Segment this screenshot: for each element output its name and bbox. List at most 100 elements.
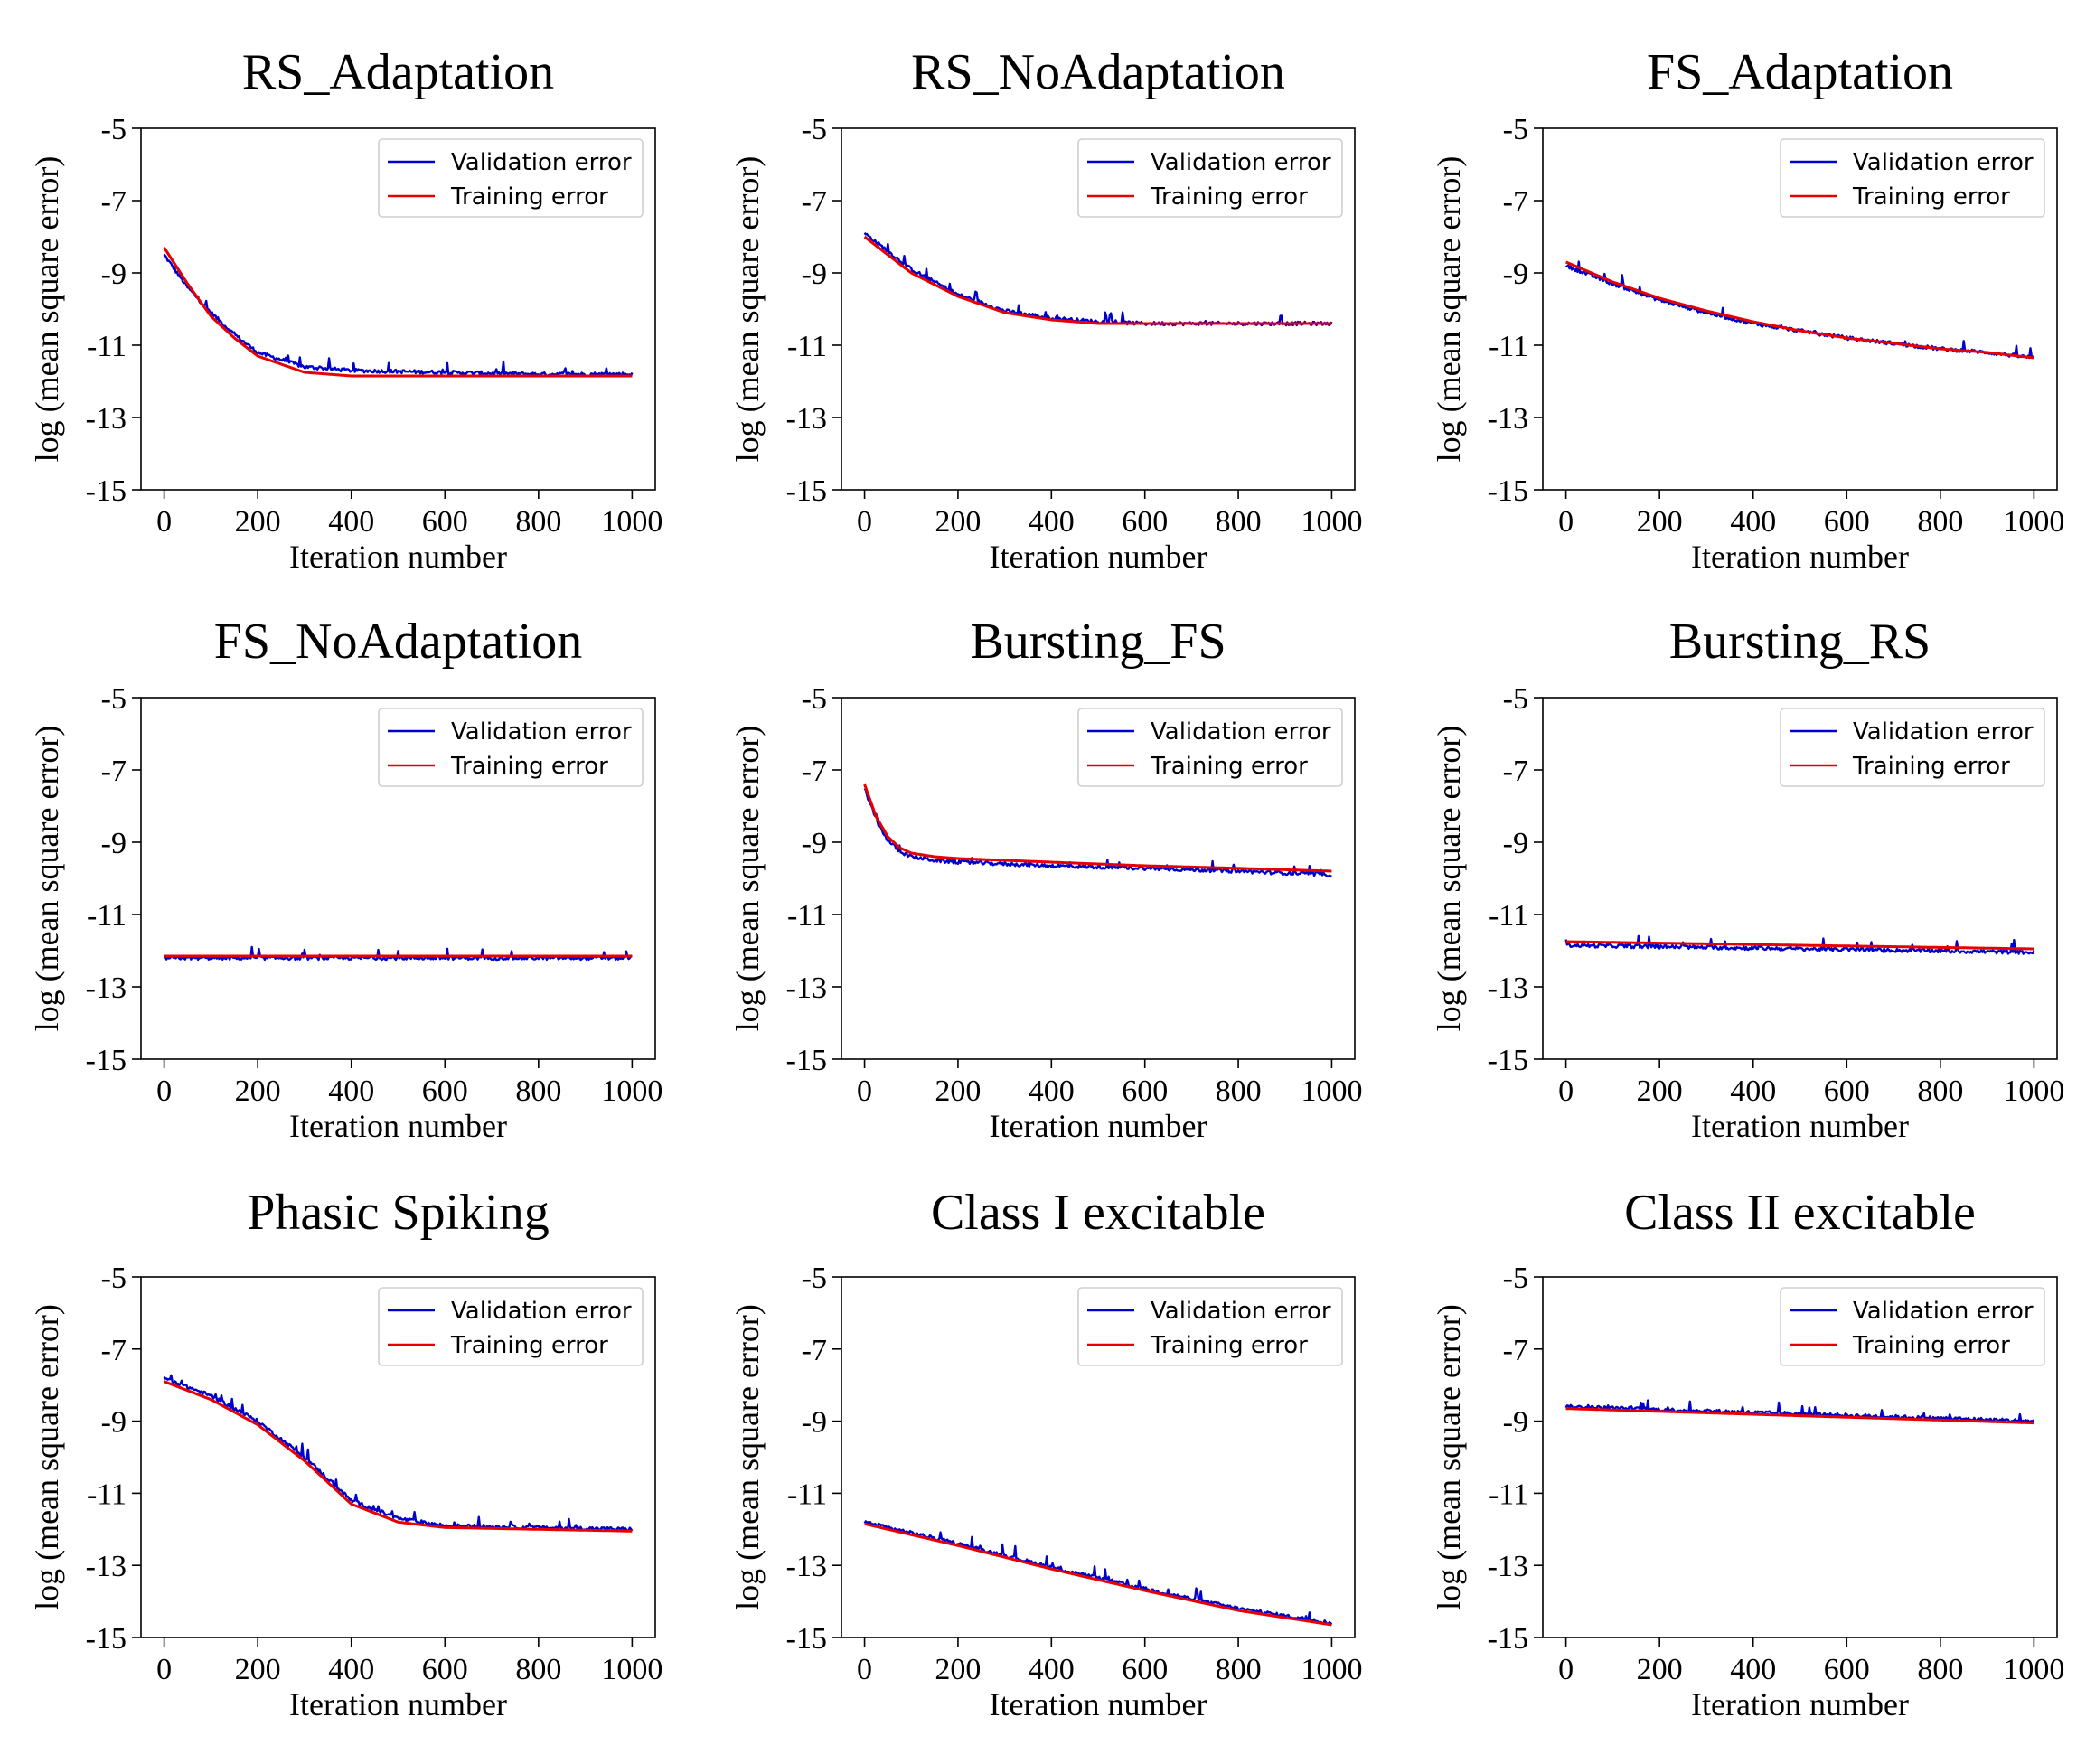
x-tick-label: 0	[857, 1653, 872, 1686]
x-tick-label: 800	[1216, 505, 1262, 539]
x-tick-label: 1000	[601, 505, 662, 539]
legend-box	[1780, 138, 2045, 218]
subplot-6: Phasic Spiking -5 -7 -9 -11 -13 -15 0 200 400 600 8…	[29, 1185, 662, 1722]
y-tick-label: -9	[101, 258, 127, 291]
x-tick-label: 800	[515, 505, 561, 539]
x-tick-label: 600	[1122, 1653, 1168, 1686]
training-error-line	[1565, 260, 2034, 360]
validation-error-line	[1564, 1399, 2035, 1423]
x-tick-label: 600	[1824, 1074, 1870, 1108]
validation-error-line	[164, 945, 633, 962]
x-tick-label: 600	[1824, 505, 1870, 539]
legend-label: Validation error	[451, 1298, 632, 1325]
y-tick-label: -7	[101, 755, 127, 788]
validation-error-line	[863, 232, 1333, 327]
chart-title: Phasic Spiking	[247, 1185, 549, 1241]
plot-frame	[1542, 1276, 2058, 1638]
legend-label: Training error	[1852, 753, 2010, 780]
y-tick-label: -7	[802, 185, 827, 219]
legend-box	[1077, 1287, 1343, 1366]
y-tick-label: -5	[101, 113, 127, 146]
y-tick-label: -15	[86, 474, 127, 508]
subplot-4: Bursting_FS -5 -7 -9 -11 -13 -15 0 200 400 600 800 1…	[729, 614, 1362, 1144]
x-tick-label: 600	[422, 1074, 468, 1108]
y-tick-label: -5	[101, 1262, 127, 1295]
legend-label: Training error	[1852, 183, 2010, 211]
legend-label: Training error	[450, 753, 608, 780]
x-tick-label: 800	[1216, 1653, 1262, 1686]
legend: Validation error Training error	[378, 708, 644, 787]
training-error-line	[864, 1522, 1332, 1627]
x-tick-label: 0	[1558, 1074, 1574, 1108]
x-tick-label: 200	[235, 505, 281, 539]
y-tick-label: -15	[1488, 474, 1528, 508]
x-axis-label: Iteration number	[990, 539, 1207, 575]
y-tick-label: -7	[1503, 185, 1528, 219]
x-tick-label: 1000	[601, 1653, 662, 1686]
training-error-line	[863, 235, 1332, 325]
y-tick-label: -5	[1503, 682, 1528, 716]
legend-label: Validation error	[1853, 718, 2034, 746]
x-tick-label: 200	[1637, 1074, 1683, 1108]
chart-title: Bursting_RS	[1669, 614, 1931, 670]
subplot-0: RS_Adaptation -5 -7 -9 -11 -13 -15 0 200 400 600 80…	[29, 44, 662, 575]
x-tick-label: 0	[1558, 505, 1574, 539]
legend-label: Training error	[450, 183, 608, 211]
y-axis-label: log (mean square error)	[29, 1304, 65, 1610]
y-tick-label: -15	[786, 474, 827, 508]
chart-title: Class II excitable	[1624, 1185, 1976, 1241]
x-tick-label: 800	[1917, 1074, 1963, 1108]
y-tick-label: -7	[802, 1334, 827, 1367]
plot-frame	[841, 697, 1356, 1060]
legend-box	[1780, 1287, 2045, 1366]
chart-title: FS_NoAdaptation	[214, 614, 583, 670]
plot-frame	[841, 1276, 1356, 1638]
x-tick-label: 0	[1558, 1653, 1574, 1686]
legend: Validation error Training error	[1077, 1287, 1343, 1366]
y-tick-label: -7	[101, 1334, 127, 1367]
y-tick-label: -11	[1489, 1478, 1528, 1511]
y-tick-label: -7	[101, 185, 127, 219]
subplot-7: Class I excitable -5 -7 -9 -11 -13 -15 0 200 400 6…	[729, 1185, 1362, 1722]
validation-error-line	[863, 1520, 1333, 1626]
legend-label: Validation error	[451, 718, 632, 746]
y-axis-label: log (mean square error)	[1431, 726, 1467, 1032]
x-tick-label: 200	[935, 1074, 981, 1108]
legend-label: Validation error	[1853, 1298, 2034, 1325]
legend-box	[378, 1287, 644, 1366]
plot-frame	[841, 127, 1356, 491]
x-tick-label: 200	[935, 1653, 981, 1686]
x-tick-label: 1000	[2003, 505, 2064, 539]
plot-frame	[140, 697, 656, 1060]
y-tick-label: -13	[786, 1550, 827, 1583]
y-tick-label: -13	[786, 402, 827, 436]
y-tick-label: -13	[1488, 971, 1528, 1005]
training-error-line	[863, 783, 1332, 873]
y-axis-label: log (mean square error)	[1431, 1304, 1467, 1610]
subplot-1: RS_NoAdaptation -5 -7 -9 -11 -13 -15 0 200 400 600…	[729, 44, 1362, 575]
y-axis-label: log (mean square error)	[29, 726, 65, 1032]
x-tick-label: 400	[1730, 1653, 1776, 1686]
subplot-8: Class II excitable -5 -7 -9 -11 -13 -15 0 200 400…	[1431, 1185, 2064, 1722]
x-tick-label: 600	[1122, 505, 1168, 539]
y-tick-label: -9	[802, 1406, 827, 1440]
x-tick-label: 600	[422, 505, 468, 539]
legend: Validation error Training error	[1077, 138, 1343, 218]
y-tick-label: -9	[101, 1406, 127, 1440]
y-tick-label: -7	[802, 755, 827, 788]
training-error-line	[163, 247, 633, 378]
y-axis-label: log (mean square error)	[1431, 156, 1467, 463]
legend: Validation error Training error	[1780, 1287, 2045, 1366]
x-tick-label: 1000	[1301, 1074, 1362, 1108]
y-tick-label: -11	[87, 330, 127, 363]
y-tick-label: -5	[802, 113, 827, 146]
y-tick-label: -5	[101, 682, 127, 716]
x-tick-label: 0	[156, 1074, 172, 1108]
x-tick-label: 400	[1730, 505, 1776, 539]
legend-label: Validation error	[1151, 718, 1331, 746]
y-tick-label: -5	[1503, 113, 1528, 146]
x-tick-label: 1000	[1301, 505, 1362, 539]
legend-label: Validation error	[451, 149, 632, 176]
x-tick-label: 400	[1029, 1653, 1075, 1686]
